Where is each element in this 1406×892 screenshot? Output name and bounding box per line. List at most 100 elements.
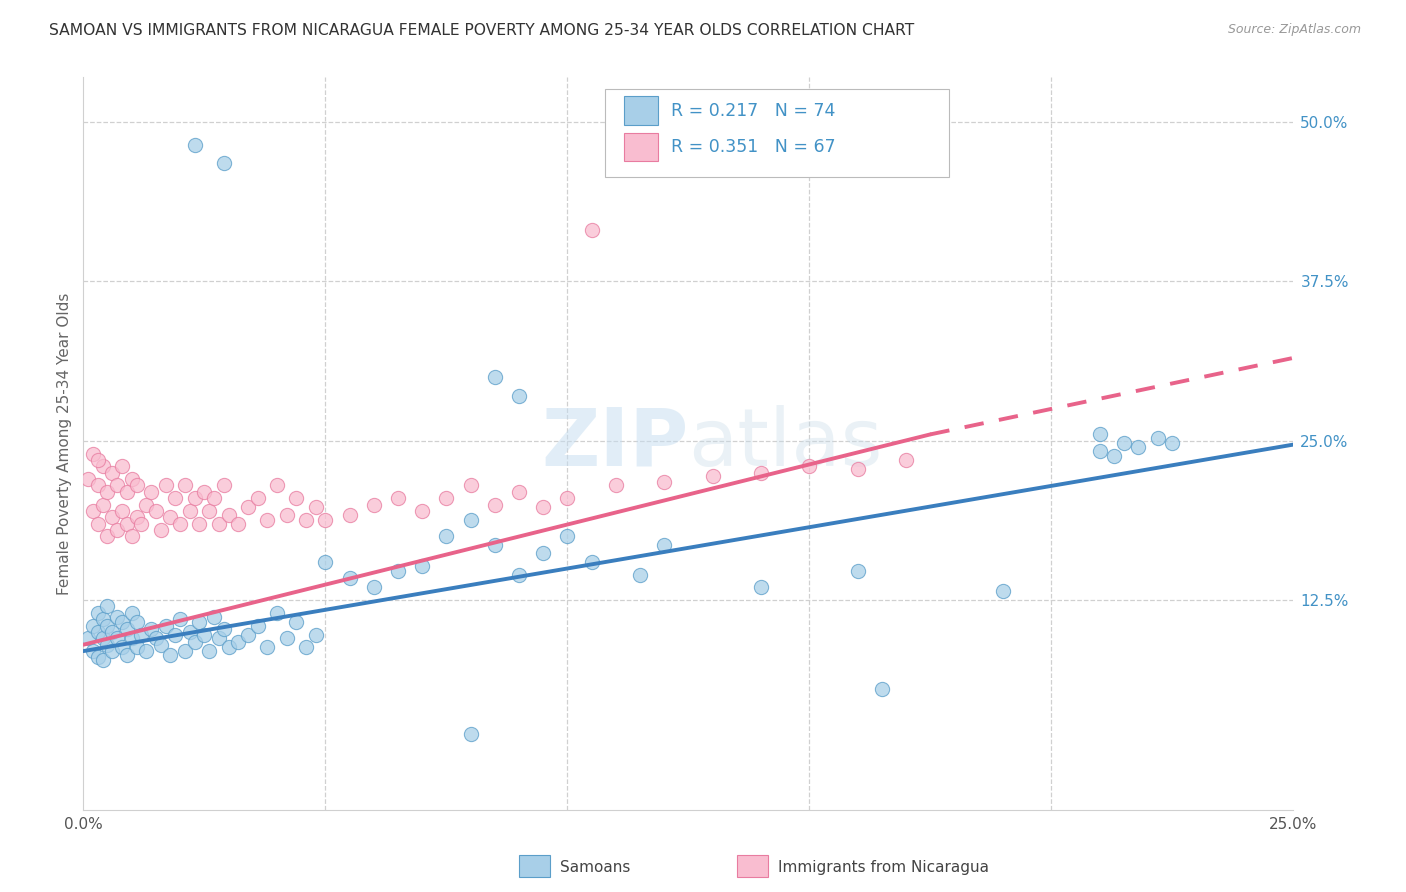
Point (531, 546, 554, 560)
Point (276, 632, 298, 646)
Point (581, 555, 603, 569)
Point (202, 609, 225, 624)
Point (135, 644, 157, 658)
Point (1088, 444, 1111, 458)
Point (363, 498, 385, 512)
Point (121, 529, 143, 543)
Point (87, 625, 110, 640)
Point (115, 648, 138, 662)
Point (149, 523, 172, 537)
Point (202, 491, 225, 505)
Y-axis label: Female Poverty Among 25-34 Year Olds: Female Poverty Among 25-34 Year Olds (58, 293, 72, 595)
Point (169, 516, 191, 531)
Point (96, 484, 118, 499)
Point (276, 508, 298, 522)
Point (295, 513, 318, 527)
Point (111, 640, 134, 655)
Point (628, 567, 651, 582)
Point (101, 466, 124, 480)
Point (145, 504, 167, 518)
Point (131, 516, 153, 531)
Point (198, 504, 221, 518)
Point (125, 478, 148, 492)
Point (846, 462, 869, 476)
Point (387, 491, 409, 505)
Point (183, 635, 205, 649)
Point (236, 500, 259, 514)
Point (226, 635, 249, 649)
Point (183, 138, 205, 153)
Point (188, 516, 211, 531)
Point (131, 627, 153, 641)
Point (159, 648, 181, 662)
Point (236, 627, 259, 641)
Point (605, 478, 627, 492)
Point (115, 484, 138, 499)
Point (894, 453, 917, 467)
Text: ZIP: ZIP (541, 405, 689, 483)
Point (115, 516, 138, 531)
Point (531, 500, 554, 514)
Point (174, 644, 197, 658)
Point (226, 516, 249, 531)
Point (91, 498, 114, 512)
Point (557, 491, 579, 505)
Point (101, 510, 124, 524)
Point (174, 478, 197, 492)
Point (212, 156, 235, 170)
Point (193, 484, 215, 499)
Point (82, 504, 104, 518)
Point (218, 640, 240, 655)
Point (87, 650, 110, 665)
Point (155, 478, 177, 492)
Point (91, 653, 114, 667)
Point (105, 632, 128, 646)
Point (96, 529, 118, 543)
Point (121, 632, 143, 646)
Point (183, 491, 205, 505)
Point (387, 564, 409, 578)
Point (411, 504, 433, 518)
Point (508, 389, 530, 403)
Point (179, 504, 201, 518)
Point (484, 538, 506, 552)
Point (460, 478, 482, 492)
Point (246, 618, 269, 632)
Point (82, 644, 104, 658)
Text: Immigrants from Nicaragua: Immigrants from Nicaragua (778, 860, 988, 874)
Point (111, 615, 134, 629)
Text: Source: ZipAtlas.com: Source: ZipAtlas.com (1227, 23, 1361, 37)
Point (218, 508, 240, 522)
Point (246, 491, 269, 505)
Point (363, 580, 385, 594)
Point (96, 599, 118, 614)
Point (105, 478, 128, 492)
Point (1161, 436, 1184, 450)
Point (1088, 427, 1111, 442)
Point (212, 478, 235, 492)
Point (125, 615, 148, 629)
Point (508, 567, 530, 582)
Point (149, 638, 172, 652)
Point (77, 632, 100, 646)
Point (155, 618, 177, 632)
Point (314, 555, 336, 569)
Point (411, 558, 433, 573)
Point (193, 627, 215, 641)
Point (169, 612, 191, 626)
Point (557, 529, 579, 543)
Point (304, 500, 326, 514)
Point (460, 727, 482, 741)
Point (212, 623, 235, 637)
Point (266, 478, 288, 492)
Point (101, 644, 124, 658)
Point (1147, 431, 1170, 445)
Point (105, 609, 128, 624)
Point (339, 508, 361, 522)
Point (125, 510, 148, 524)
Point (208, 632, 231, 646)
Point (304, 627, 326, 641)
Point (256, 513, 278, 527)
Point (266, 606, 288, 620)
Point (165, 491, 187, 505)
